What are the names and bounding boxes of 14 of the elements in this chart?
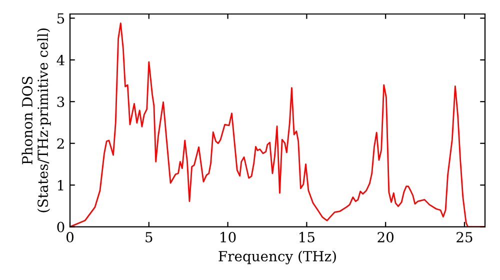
x-axis-title: Frequency (THz) [218, 250, 336, 264]
x-tick-label: 5 [146, 232, 152, 242]
y-tick-label: 0 [57, 222, 64, 232]
y-tick-label: 3 [57, 96, 64, 108]
y-tick-label: 5 [57, 13, 64, 24]
x-tick-label: 15 [300, 232, 314, 242]
y-tick-label: 2 [57, 138, 64, 149]
x-tick-label: 20 [378, 232, 394, 242]
x-tick-label: 25 [456, 232, 472, 242]
x-tick-label: 0 [66, 232, 74, 242]
x-tick-label: 10 [220, 232, 236, 242]
y-axis-title: Phonon DOS (States/THz·primitive cell) [22, 28, 51, 212]
y-tick-label: 1 [58, 180, 64, 190]
y-tick-label: 4 [56, 54, 64, 66]
